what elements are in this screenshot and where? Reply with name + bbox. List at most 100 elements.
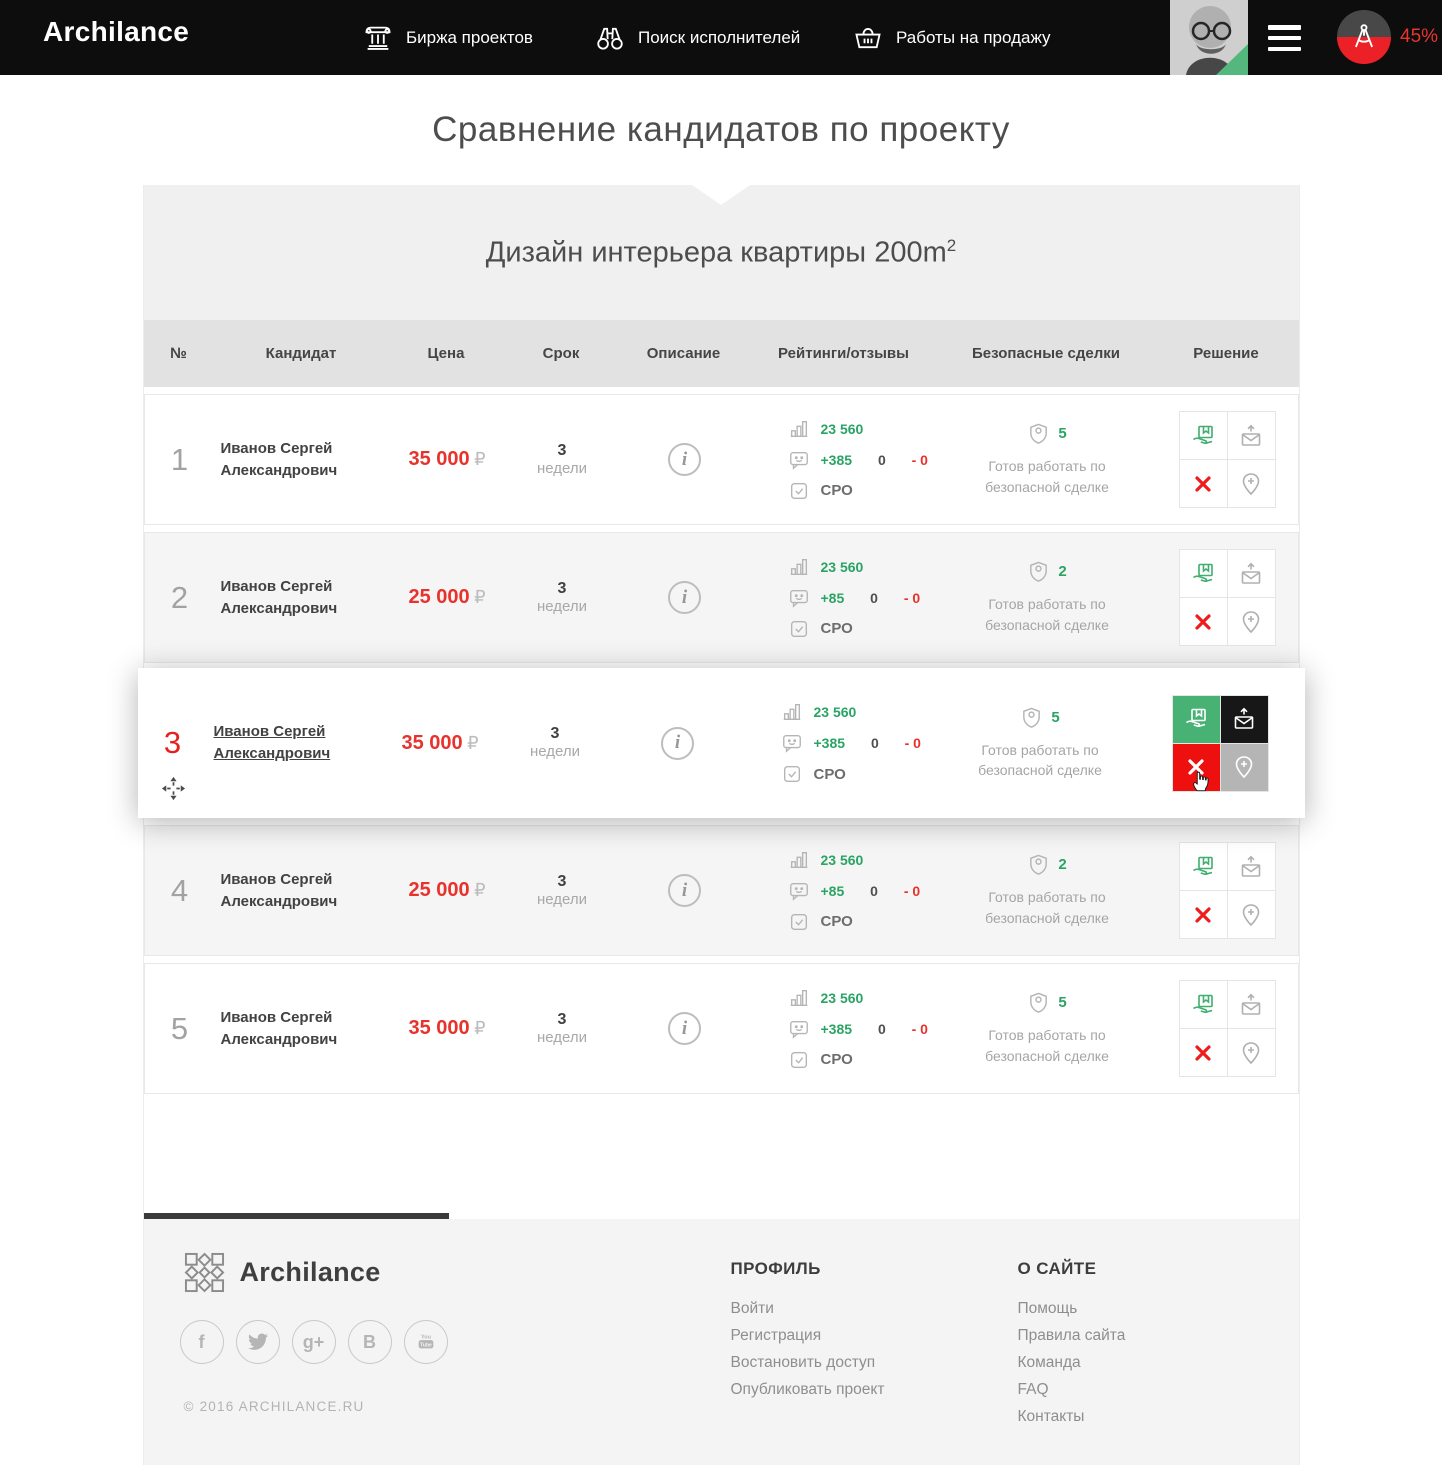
twitter-icon[interactable] bbox=[235, 1320, 280, 1364]
column-header-price: Цена bbox=[427, 345, 465, 362]
avatar-photo bbox=[1170, 0, 1248, 75]
add-location-button[interactable] bbox=[1227, 891, 1275, 938]
footer-link-restore-access[interactable]: Востановить доступ bbox=[730, 1354, 876, 1371]
facebook-icon[interactable]: f bbox=[179, 1320, 224, 1364]
shield-icon bbox=[1030, 561, 1048, 583]
nav-item-projects-exchange[interactable]: Биржа проектов bbox=[363, 0, 533, 75]
reviews-smiley-icon bbox=[789, 451, 808, 470]
reject-button[interactable] bbox=[1172, 743, 1220, 791]
vk-icon[interactable]: B bbox=[347, 1320, 392, 1364]
compass-gauge-icon bbox=[1337, 10, 1391, 64]
candidate-name[interactable]: Иванов Сергей Александрович bbox=[220, 439, 338, 479]
views-count: 23 560 bbox=[820, 420, 864, 437]
drag-move-icon[interactable] bbox=[160, 775, 187, 802]
safe-deals-count: 2 bbox=[1058, 856, 1067, 874]
footer-link-team[interactable]: Команда bbox=[1017, 1354, 1081, 1371]
nav-label: Поиск исполнителей bbox=[638, 27, 801, 47]
hire-button[interactable] bbox=[1179, 550, 1227, 597]
message-button[interactable] bbox=[1220, 695, 1268, 743]
row-number: 1 bbox=[170, 441, 189, 477]
reject-button[interactable] bbox=[1179, 598, 1227, 645]
nav-item-find-contractors[interactable]: Поиск исполнителей bbox=[595, 0, 800, 75]
safe-deals-count: 5 bbox=[1058, 994, 1067, 1012]
currency-ruble: ₽ bbox=[474, 449, 486, 469]
info-icon[interactable]: i bbox=[668, 581, 701, 614]
footer-link-contacts[interactable]: Контакты bbox=[1017, 1408, 1085, 1425]
info-icon[interactable]: i bbox=[668, 443, 701, 476]
views-count: 23 560 bbox=[820, 989, 864, 1006]
pin-plus-icon bbox=[1242, 610, 1260, 633]
footer-link-site-rules[interactable]: Правила сайта bbox=[1017, 1327, 1126, 1344]
brand[interactable]: Archilance bbox=[28, 16, 189, 48]
term-value: 3 bbox=[557, 872, 567, 890]
candidate-name[interactable]: Иванов Сергей Александрович bbox=[213, 723, 331, 762]
shield-icon bbox=[1030, 854, 1048, 876]
candidate-row-active[interactable]: 3 Иванов Сергей Александрович 35 000 ₽ 3… bbox=[137, 668, 1305, 818]
x-icon bbox=[1195, 613, 1211, 630]
decision-buttons bbox=[1178, 842, 1276, 939]
candidate-name[interactable]: Иванов Сергей Александрович bbox=[220, 577, 338, 617]
currency-ruble: ₽ bbox=[474, 1018, 486, 1038]
add-location-button[interactable] bbox=[1227, 1029, 1275, 1076]
currency-ruble: ₽ bbox=[467, 732, 479, 753]
content-spacer bbox=[143, 1094, 1299, 1213]
pin-plus-icon bbox=[1242, 472, 1260, 495]
footer-link-faq[interactable]: FAQ bbox=[1017, 1381, 1049, 1398]
pin-plus-icon bbox=[1235, 756, 1253, 779]
candidate-name[interactable]: Иванов Сергей Александрович bbox=[220, 1008, 338, 1048]
reject-button[interactable] bbox=[1179, 460, 1227, 507]
nav-item-works-for-sale[interactable]: Работы на продажу bbox=[853, 0, 1051, 75]
safe-deals-block: 2 Готов работать по безопасной сделке bbox=[940, 853, 1155, 928]
hamburger-menu-icon[interactable] bbox=[1268, 25, 1301, 51]
term-value: 3 bbox=[557, 579, 567, 597]
google-plus-icon[interactable]: g+ bbox=[291, 1320, 336, 1364]
footer-link-publish-project[interactable]: Опубликовать проект bbox=[730, 1381, 885, 1398]
hire-button[interactable] bbox=[1172, 695, 1220, 743]
envelope-up-icon bbox=[1234, 707, 1254, 729]
message-button[interactable] bbox=[1227, 843, 1275, 890]
add-location-button[interactable] bbox=[1227, 460, 1275, 507]
message-button[interactable] bbox=[1227, 981, 1275, 1028]
candidate-name[interactable]: Иванов Сергей Александрович bbox=[220, 870, 338, 910]
profile-progress[interactable]: 45% bbox=[1337, 10, 1438, 64]
reject-button[interactable] bbox=[1179, 1029, 1227, 1076]
reject-button[interactable] bbox=[1179, 891, 1227, 938]
candidate-row: 5 Иванов Сергей Александрович 35 000 ₽ 3… bbox=[143, 963, 1299, 1094]
bar-chart-icon bbox=[783, 703, 800, 721]
checkbox-icon bbox=[783, 765, 800, 783]
footer-link-login[interactable]: Войти bbox=[730, 1300, 774, 1317]
checkbox-icon bbox=[790, 482, 807, 499]
certification: СРО bbox=[820, 620, 853, 637]
safe-deals-text: Готов работать по безопасной сделке bbox=[985, 1027, 1109, 1064]
x-icon bbox=[1195, 906, 1211, 923]
reviews-smiley-icon bbox=[789, 589, 808, 608]
certification: СРО bbox=[820, 913, 853, 930]
message-button[interactable] bbox=[1227, 550, 1275, 597]
safe-deals-block: 5 Готов работать по безопасной сделке bbox=[940, 422, 1155, 497]
footer-accent-bar bbox=[143, 1213, 449, 1219]
footer-column-title: ПРОФИЛЬ bbox=[730, 1259, 821, 1278]
hire-button[interactable] bbox=[1179, 981, 1227, 1028]
avatar[interactable] bbox=[1170, 0, 1248, 75]
footer-link-register[interactable]: Регистрация bbox=[730, 1327, 822, 1344]
page-footer: Archilance f g+ B You Tube © 2016 ARCHIL… bbox=[143, 1219, 1299, 1465]
info-icon[interactable]: i bbox=[661, 726, 694, 760]
hire-button[interactable] bbox=[1179, 843, 1227, 890]
info-icon[interactable]: i bbox=[668, 1012, 701, 1045]
footer-brand[interactable]: Archilance bbox=[184, 1252, 381, 1293]
youtube-icon[interactable]: You Tube bbox=[403, 1320, 448, 1364]
message-button[interactable] bbox=[1227, 412, 1275, 459]
ratings-block: 23 560 +85 0 - 0 СРО bbox=[750, 849, 940, 933]
info-icon[interactable]: i bbox=[668, 874, 701, 907]
add-location-button[interactable] bbox=[1220, 743, 1268, 791]
footer-link-help[interactable]: Помощь bbox=[1017, 1300, 1078, 1317]
row-number: 2 bbox=[170, 579, 189, 615]
hire-button[interactable] bbox=[1179, 412, 1227, 459]
progress-percent: 45% bbox=[1400, 26, 1439, 47]
term-unit: недели bbox=[536, 1028, 588, 1046]
safe-deals-block: 5 Готов работать по безопасной сделке bbox=[940, 991, 1155, 1066]
price-value: 25 000 bbox=[408, 879, 470, 901]
footer-column-title: О САЙТЕ bbox=[1017, 1259, 1097, 1278]
add-location-button[interactable] bbox=[1227, 598, 1275, 645]
term-value: 3 bbox=[557, 1010, 567, 1028]
